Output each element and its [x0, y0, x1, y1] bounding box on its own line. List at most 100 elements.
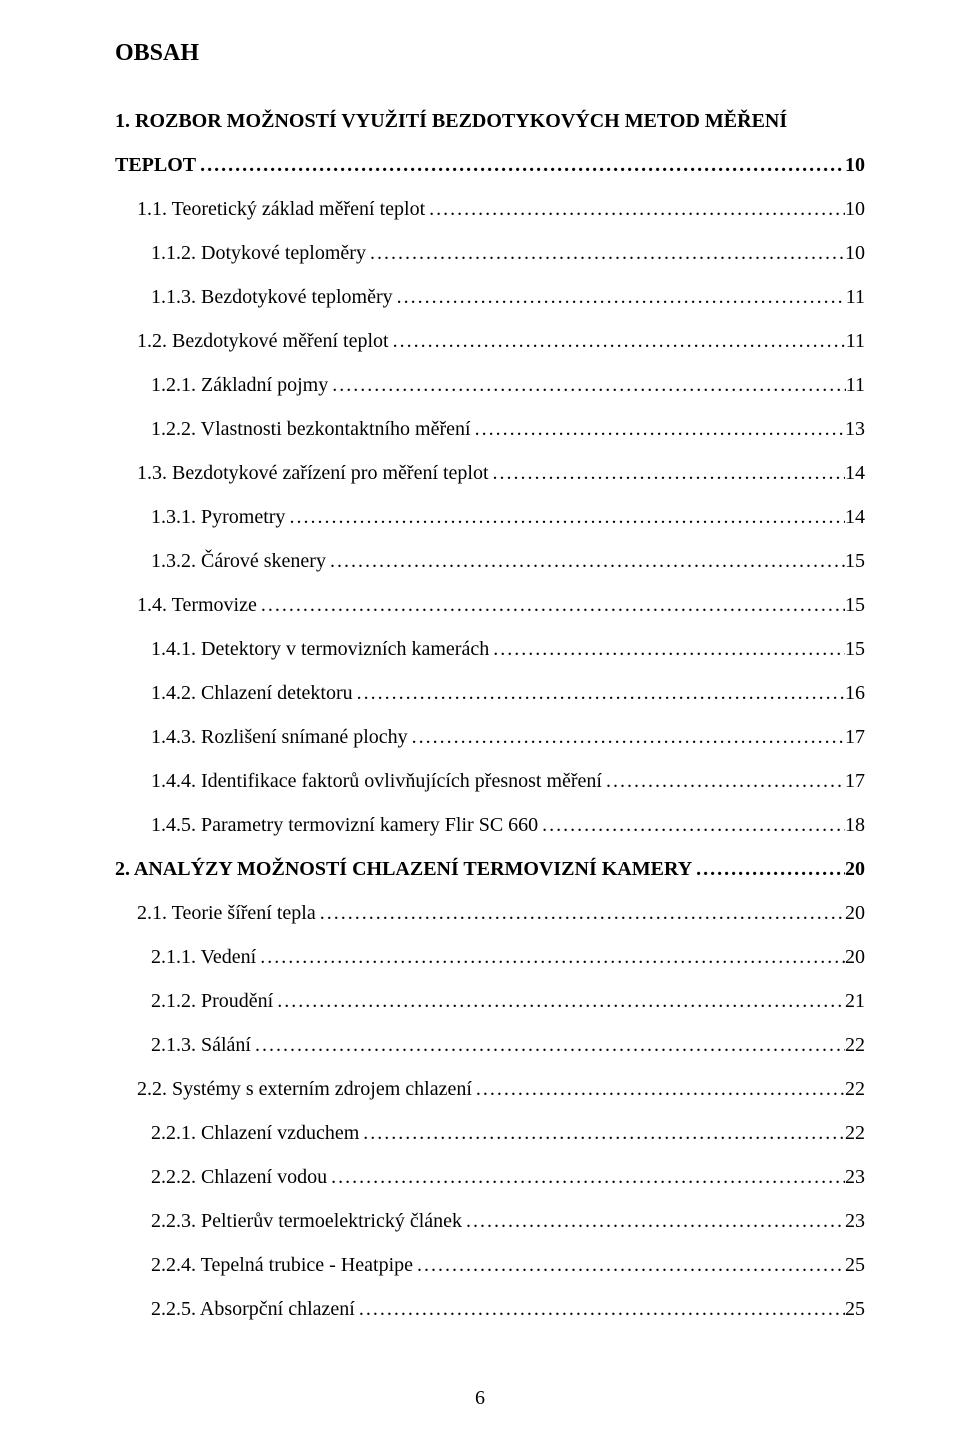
toc-leader: ........................................…: [196, 151, 845, 179]
toc-leader: ........................................…: [489, 635, 845, 663]
toc-page: 15: [845, 547, 865, 575]
toc-leader: ........................................…: [285, 503, 845, 531]
toc-label: 1.1.2. Dotykové teploměry: [151, 239, 366, 267]
toc-label: 2.1.3. Sálání: [151, 1031, 251, 1059]
toc-leader: ........................................…: [353, 679, 845, 707]
toc-label: 1.4.4. Identifikace faktorů ovlivňujícíc…: [151, 767, 602, 795]
toc-leader: ........................................…: [326, 547, 845, 575]
toc-entry: 1.2.2. Vlastnosti bezkontaktního měření.…: [115, 415, 865, 443]
toc-page: 25: [845, 1295, 865, 1323]
toc-label: 1.3. Bezdotykové zařízení pro měření tep…: [137, 459, 489, 487]
toc-label: 1.3.2. Čárové skenery: [151, 547, 326, 575]
toc-entry: 1.1. Teoretický základ měření teplot....…: [115, 195, 865, 223]
toc-leader: ........................................…: [257, 591, 845, 619]
toc-leader: ........................................…: [413, 1251, 845, 1279]
toc-leader: ........................................…: [355, 1295, 845, 1323]
toc-leader: ........................................…: [462, 1207, 845, 1235]
toc-label: 1.2. Bezdotykové měření teplot: [137, 327, 389, 355]
toc-label: 2.1.2. Proudění: [151, 987, 273, 1015]
toc-leader: ........................................…: [251, 1031, 845, 1059]
page-title: OBSAH: [115, 40, 865, 67]
toc-page: 17: [845, 723, 865, 751]
toc-page: 11: [846, 283, 865, 311]
toc-page: 13: [845, 415, 865, 443]
page: OBSAH 1. ROZBOR MOŽNOSTÍ VYUŽITÍ BEZDOTY…: [0, 0, 960, 1440]
toc-leader: ........................................…: [328, 371, 846, 399]
toc-label: 1.4.5. Parametry termovizní kamery Flir …: [151, 811, 538, 839]
toc-leader: ........................................…: [408, 723, 845, 751]
toc-label: TEPLOT: [115, 151, 196, 179]
toc-entry: 2.2.4. Tepelná trubice - Heatpipe.......…: [115, 1251, 865, 1279]
toc-leader: ........................................…: [389, 327, 846, 355]
toc-leader: ........................................…: [273, 987, 845, 1015]
toc-leader: ........................................…: [602, 767, 845, 795]
toc-page: 10: [845, 239, 865, 267]
toc-leader: ........................................…: [366, 239, 845, 267]
toc-page: 22: [845, 1031, 865, 1059]
toc-label: 1. ROZBOR MOŽNOSTÍ VYUŽITÍ BEZDOTYKOVÝCH…: [115, 107, 787, 135]
toc-label: 2.2.5. Absorpční chlazení: [151, 1295, 355, 1323]
toc-label: 2.2.4. Tepelná trubice - Heatpipe: [151, 1251, 413, 1279]
toc-page: 21: [845, 987, 865, 1015]
toc-entry: 1.3. Bezdotykové zařízení pro měření tep…: [115, 459, 865, 487]
toc-page: 22: [845, 1075, 865, 1103]
toc-page: 10: [845, 151, 865, 179]
toc-label: 2. ANALÝZY MOŽNOSTÍ CHLAZENÍ TERMOVIZNÍ …: [115, 855, 692, 883]
toc-entry: 2.2.1. Chlazení vzduchem................…: [115, 1119, 865, 1147]
toc-label: 1.4.2. Chlazení detektoru: [151, 679, 353, 707]
toc-label: 1.1. Teoretický základ měření teplot: [137, 195, 425, 223]
toc-page: 20: [845, 899, 865, 927]
toc-entry: 1.2.1. Základní pojmy...................…: [115, 371, 865, 399]
toc-entry: 2.2.5. Absorpční chlazení...............…: [115, 1295, 865, 1323]
toc-entry: 2.1.1. Vedení...........................…: [115, 943, 865, 971]
toc-page: 15: [845, 591, 865, 619]
toc-page: 16: [845, 679, 865, 707]
toc-entry: 2.2.3. Peltierův termoelektrický článek.…: [115, 1207, 865, 1235]
toc-page: 23: [845, 1207, 865, 1235]
toc-page: 20: [845, 855, 865, 883]
toc-entry: 1.3.2. Čárové skenery...................…: [115, 547, 865, 575]
toc-leader: ........................................…: [359, 1119, 845, 1147]
toc-page: 22: [845, 1119, 865, 1147]
toc-entry: TEPLOT..................................…: [115, 151, 865, 179]
toc-label: 2.2. Systémy s externím zdrojem chlazení: [137, 1075, 472, 1103]
toc-entry: 2.1.3. Sálání...........................…: [115, 1031, 865, 1059]
toc-leader: ........................................…: [393, 283, 846, 311]
toc-page: 17: [845, 767, 865, 795]
toc-label: 1.4.1. Detektory v termovizních kamerách: [151, 635, 489, 663]
toc-entry: 1.3.1. Pyrometry........................…: [115, 503, 865, 531]
toc-leader: ........................................…: [692, 855, 845, 883]
toc-entry: 1.4. Termovize..........................…: [115, 591, 865, 619]
toc-leader: ........................................…: [472, 1075, 845, 1103]
toc-leader: ........................................…: [425, 195, 845, 223]
toc-label: 2.2.3. Peltierův termoelektrický článek: [151, 1207, 462, 1235]
toc-page: 14: [845, 503, 865, 531]
toc: 1. ROZBOR MOŽNOSTÍ VYUŽITÍ BEZDOTYKOVÝCH…: [115, 107, 865, 1323]
toc-label: 2.1. Teorie šíření tepla: [137, 899, 316, 927]
toc-label: 2.2.1. Chlazení vzduchem: [151, 1119, 359, 1147]
toc-page: 11: [846, 371, 865, 399]
toc-entry: 1.4.1. Detektory v termovizních kamerách…: [115, 635, 865, 663]
toc-page: 11: [846, 327, 865, 355]
toc-entry: 1.2. Bezdotykové měření teplot..........…: [115, 327, 865, 355]
toc-entry: 2.2.2. Chlazení vodou...................…: [115, 1163, 865, 1191]
toc-entry: 1.4.3. Rozlišení snímané plochy.........…: [115, 723, 865, 751]
toc-entry: 1.1.2. Dotykové teploměry...............…: [115, 239, 865, 267]
toc-leader: ........................................…: [327, 1163, 845, 1191]
toc-leader: ........................................…: [489, 459, 845, 487]
toc-entry: 1.4.4. Identifikace faktorů ovlivňujícíc…: [115, 767, 865, 795]
toc-entry: 2. ANALÝZY MOŽNOSTÍ CHLAZENÍ TERMOVIZNÍ …: [115, 855, 865, 883]
toc-page: 23: [845, 1163, 865, 1191]
toc-entry: 2.2. Systémy s externím zdrojem chlazení…: [115, 1075, 865, 1103]
toc-label: 1.3.1. Pyrometry: [151, 503, 285, 531]
toc-leader: ........................................…: [538, 811, 845, 839]
toc-label: 1.1.3. Bezdotykové teploměry: [151, 283, 393, 311]
toc-label: 1.4. Termovize: [137, 591, 257, 619]
toc-leader: ........................................…: [256, 943, 845, 971]
toc-page: 25: [845, 1251, 865, 1279]
toc-page: 18: [845, 811, 865, 839]
toc-page: 14: [845, 459, 865, 487]
toc-page: 10: [845, 195, 865, 223]
toc-page: 20: [845, 943, 865, 971]
toc-entry: 2.1.2. Proudění.........................…: [115, 987, 865, 1015]
